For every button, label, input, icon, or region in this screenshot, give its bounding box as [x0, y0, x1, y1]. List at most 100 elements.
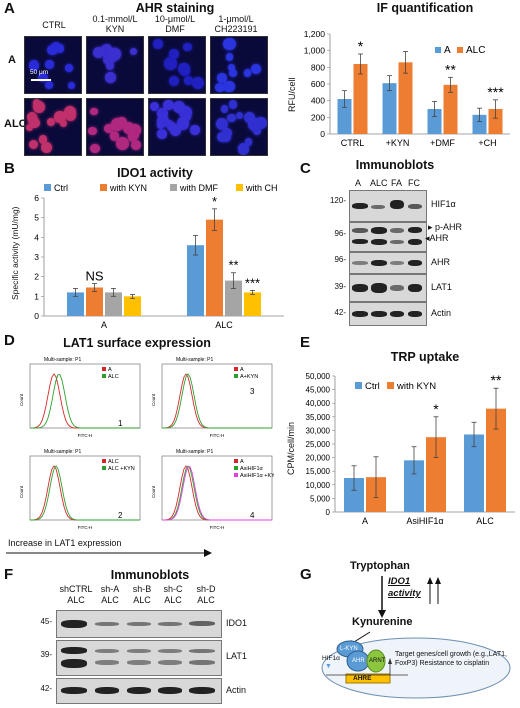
- flow-xaxis: FITC-H: [210, 525, 225, 530]
- significance-label: *: [212, 194, 217, 209]
- panel-a-row-label: ALC: [4, 118, 27, 130]
- cell-nucleus: [45, 80, 54, 89]
- x-tick-label: CTRL: [341, 138, 365, 148]
- legend-swatch: [236, 184, 243, 191]
- flow-legend-swatch: [234, 473, 238, 477]
- cell-nucleus: [32, 99, 41, 107]
- y-tick-label: 1: [34, 291, 39, 301]
- panel-d-title: LAT1 surface expression: [63, 336, 211, 350]
- panel-g-letter: G: [300, 566, 312, 583]
- flow-legend-swatch: [102, 374, 106, 378]
- cell-nucleus: [169, 124, 182, 136]
- pathway-arrows: [378, 576, 441, 618]
- y-tick-label: 400: [311, 96, 325, 106]
- panel-d-letter: D: [4, 332, 15, 349]
- flow-legend-label: A: [108, 367, 112, 373]
- y-tick-label: 4: [34, 232, 39, 242]
- flow-frame: [29, 363, 141, 429]
- flow-legend-label: ALC: [108, 374, 119, 380]
- cell-nucleus: [47, 45, 58, 56]
- y-tick-label: 5,000: [310, 494, 331, 503]
- bar: [67, 292, 84, 316]
- x-tick-label: +CH: [478, 138, 496, 148]
- flow-legend-swatch: [102, 466, 106, 470]
- cell-nucleus: [109, 131, 120, 141]
- y-tick-label: 10,000: [306, 481, 331, 490]
- cell-nucleus: [163, 57, 177, 70]
- hif1a-label: HIF1α: [322, 655, 340, 662]
- y-tick-label: 30,000: [306, 426, 331, 435]
- flow-arrow-label: Increase in LAT1 expression: [8, 538, 122, 548]
- bar: [124, 296, 141, 316]
- y-tick-label: 0: [326, 508, 331, 517]
- blot-ido1: [56, 610, 222, 638]
- mw-marker: 39-: [334, 282, 346, 291]
- panel-f-letter: F: [4, 566, 14, 583]
- mw-marker: 42-: [334, 308, 346, 317]
- cell-nucleus: [150, 101, 160, 111]
- cell-nucleus: [238, 143, 250, 155]
- cell-nucleus: [127, 132, 138, 142]
- blot-label: ◂AHR: [425, 233, 449, 243]
- ahr-pathway-diagram: [321, 631, 511, 699]
- cell-nucleus: [244, 138, 253, 146]
- lane-label: shCTRL ALC: [59, 584, 93, 605]
- bar: [426, 437, 446, 512]
- bar: [464, 434, 484, 512]
- cell-nucleus: [45, 60, 54, 69]
- y-tick-label: 40,000: [306, 399, 331, 408]
- y-tick-label: 1,000: [304, 46, 326, 56]
- panel-a-col-label: 0.1-mmol/L KYN: [92, 14, 138, 34]
- cell-nucleus: [116, 137, 130, 151]
- lane-sublabel: ALC: [67, 595, 85, 605]
- y-tick-label: 45,000: [306, 386, 331, 395]
- flow-xaxis: FITC-H: [210, 433, 225, 438]
- y-tick-label: 35,000: [306, 413, 331, 422]
- flow-legend-swatch: [234, 367, 238, 371]
- cell-nucleus: [172, 100, 186, 114]
- panel-c-letter: C: [300, 160, 311, 177]
- flow-legend-label: AsiHIF1α: [240, 466, 264, 472]
- lane-sublabel: ALC: [133, 595, 151, 605]
- bar: [105, 292, 122, 316]
- y-tick-label: 0: [320, 129, 325, 139]
- cell-nucleus: [59, 119, 67, 127]
- mw-marker: 42-: [40, 684, 52, 693]
- flow-frame: [161, 455, 273, 521]
- cell-nucleus: [28, 117, 40, 129]
- bar: [443, 84, 458, 134]
- x-tick-label: A: [101, 320, 107, 330]
- lane-label: sh-D ALC: [188, 584, 224, 606]
- flow-histogram-2: Multi-sample: P1 FITC-H Count AA+KYN 3: [151, 357, 273, 438]
- scale-bar: [31, 79, 51, 81]
- cell-nucleus: [184, 76, 193, 86]
- legend-label: Ctrl: [54, 183, 68, 193]
- flow-legend-swatch: [102, 459, 106, 463]
- cell-nucleus: [169, 49, 179, 59]
- blot-label: LAT1: [226, 651, 247, 661]
- bar: [187, 245, 204, 316]
- micrograph-1-3: [210, 98, 268, 156]
- flow-subtitle: Multi-sample: P1: [44, 449, 81, 455]
- blot-ahr: [349, 252, 427, 274]
- flow-curve: [162, 373, 272, 429]
- cell-nucleus: [217, 131, 228, 143]
- flow-number: 3: [250, 387, 255, 396]
- cell-nucleus: [220, 105, 229, 113]
- micrograph-1-0: [24, 98, 82, 156]
- cell-nucleus: [227, 63, 235, 71]
- cell-nucleus: [215, 117, 229, 131]
- flow-subtitle: Multi-sample: P1: [176, 449, 213, 455]
- cell-nucleus: [88, 126, 98, 136]
- legend-swatch: [387, 382, 394, 389]
- cell-nucleus: [229, 68, 238, 77]
- significance-label: NS: [85, 269, 103, 284]
- protein-label: ARNT: [369, 658, 386, 664]
- y-tick-label: 600: [311, 79, 325, 89]
- cell-nucleus: [117, 117, 128, 128]
- cell-nucleus: [228, 100, 238, 109]
- bar: [344, 478, 364, 512]
- trp-chart: 0 5,000 10,000 15,000 20,000 25,000 30,000 35,0…: [306, 372, 515, 526]
- blot-label: AHR: [431, 257, 451, 267]
- flow-curve: [30, 465, 140, 521]
